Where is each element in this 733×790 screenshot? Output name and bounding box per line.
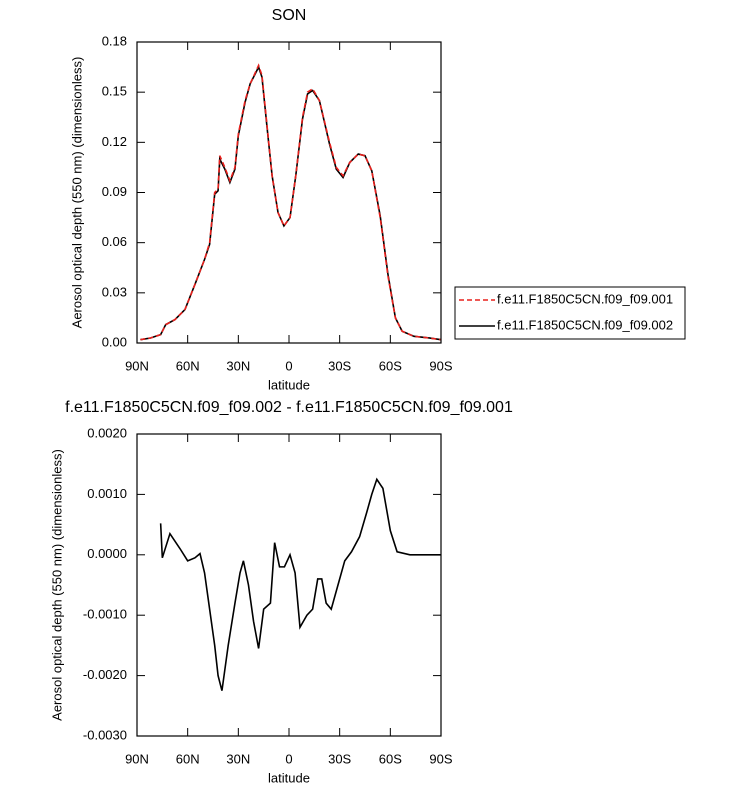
x-tick-label: 30S [328, 751, 351, 766]
x-tick-label: 0 [285, 358, 292, 373]
x-axis-label: latitude [268, 770, 310, 785]
chart-title: SON [272, 7, 307, 24]
x-tick-label: 60S [379, 751, 402, 766]
legend-label: f.e11.F1850C5CN.f09_f09.001 [497, 291, 673, 306]
y-tick-label: 0.18 [102, 33, 127, 48]
y-tick-label: 0.03 [102, 284, 127, 299]
x-tick-label: 0 [285, 751, 292, 766]
y-tick-label: 0.0010 [87, 486, 127, 501]
y-axis-label: Aerosol optical depth (550 nm) (dimensio… [69, 57, 84, 329]
plot-frame [136, 433, 442, 737]
x-tick-label: 90S [429, 751, 452, 766]
y-axis-label: Aerosol optical depth (550 nm) (dimensio… [49, 449, 64, 721]
x-tick-label: 90N [125, 751, 149, 766]
x-tick-label: 30S [328, 358, 351, 373]
x-tick-label: 30N [226, 358, 250, 373]
x-tick-label: 90N [125, 358, 149, 373]
y-tick-label: 0.15 [102, 84, 127, 99]
data-line [159, 477, 441, 691]
legend-label: f.e11.F1850C5CN.f09_f09.002 [497, 317, 673, 332]
y-tick-label: -0.0030 [83, 727, 127, 742]
y-tick-label: 0.06 [102, 234, 127, 249]
x-axis-label: latitude [268, 377, 310, 392]
legend-box [454, 286, 686, 340]
x-tick-label: 60N [176, 358, 200, 373]
y-tick-label: 0.00 [102, 334, 127, 349]
y-tick-label: 0.0020 [87, 425, 127, 440]
chart-title: f.e11.F1850C5CN.f09_f09.002 - f.e11.F185… [65, 399, 513, 416]
x-tick-label: 90S [429, 358, 452, 373]
x-tick-label: 60S [379, 358, 402, 373]
y-tick-label: 0.0000 [87, 546, 127, 561]
y-tick-label: -0.0020 [83, 667, 127, 682]
y-tick-label: 0.09 [102, 184, 127, 199]
x-tick-label: 60N [176, 751, 200, 766]
data-line [140, 65, 442, 341]
plot-frame [136, 41, 442, 344]
y-tick-label: 0.12 [102, 134, 127, 149]
data-line [140, 63, 442, 341]
x-tick-label: 30N [226, 751, 250, 766]
y-tick-label: -0.0010 [83, 607, 127, 622]
